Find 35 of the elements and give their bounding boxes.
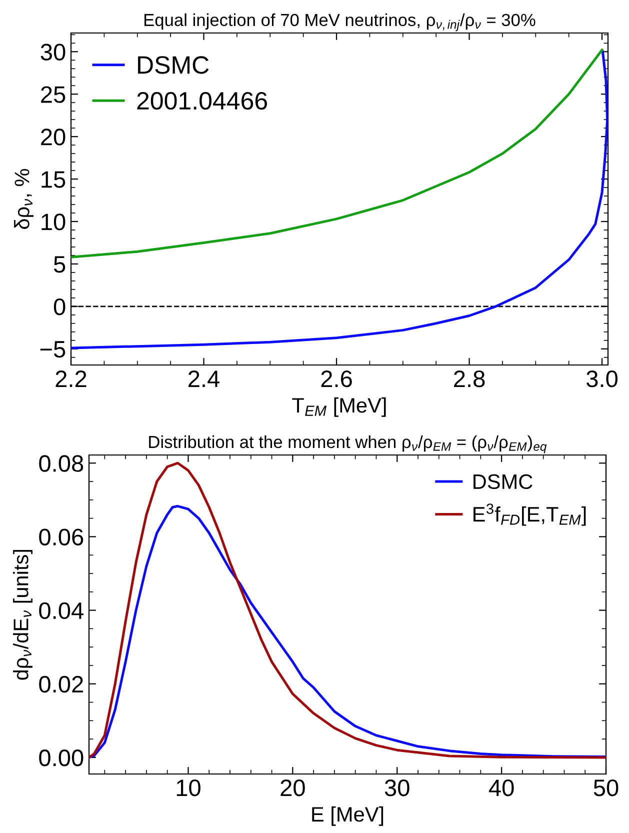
y-tick-label: 0 [54, 298, 66, 316]
y-tick-label: 0.02 [39, 676, 83, 693]
x-tick-label: 2.4 [188, 370, 220, 387]
y-tick-label: 5 [54, 256, 66, 273]
chart-title: Equal injection of 70 MeV neutrinos, ρ$_{ν,inj}$/ρ$_{ν}$ = 30% [144, 13, 536, 32]
y-tick-label: 10 [42, 214, 66, 230]
y-tick-label: 0.04 [39, 602, 84, 620]
y-axis-title: dρ$_{ν}$/dE$_{ν}$ [units] [13, 550, 32, 680]
y-tick-label: 30 [40, 44, 66, 60]
x-axis-title: T$_{EM}$ [MeV] [292, 397, 386, 417]
x-tick-label: 2.2 [56, 370, 86, 387]
legend-label: DSMC [474, 474, 532, 490]
y-tick-label: 0.00 [39, 750, 84, 766]
y-tick-label: 15 [42, 171, 66, 188]
y-axis-title: δρ$_{ν}$, % [14, 168, 34, 229]
y-tick-label: 0.06 [39, 528, 84, 546]
x-tick-label: 2.8 [454, 370, 485, 388]
x-tick-label: 30 [384, 779, 410, 796]
x-axis-title: E [MeV] [312, 806, 384, 826]
y-tick-label: 25 [41, 86, 66, 103]
line-series [71, 48, 604, 258]
x-tick-label: 10 [176, 779, 200, 796]
legend-label: 2001.04466 [137, 92, 267, 110]
y-tick-label: 0.08 [39, 455, 84, 472]
x-tick-label: 40 [488, 779, 514, 796]
y-tick-label: −5 [40, 341, 66, 358]
x-tick-label: 50 [594, 779, 618, 796]
y-tick-label: 20 [41, 128, 66, 146]
line-series [71, 50, 608, 350]
x-tick-label: 3.0 [586, 370, 618, 388]
legend-label: E$^{3}$f$_{FD}$[E,T$_{EM}$] [474, 504, 586, 526]
chart-title: Distribution at the moment when ρ$_{ν}$/ρ$_{EM}$ = (ρ$_{ν}$/ρ$_{EM}$)$_{eq}$ [149, 435, 547, 454]
legend-label: DSMC [138, 56, 209, 74]
x-tick-label: 20 [280, 779, 305, 796]
x-tick-label: 2.6 [321, 370, 352, 388]
